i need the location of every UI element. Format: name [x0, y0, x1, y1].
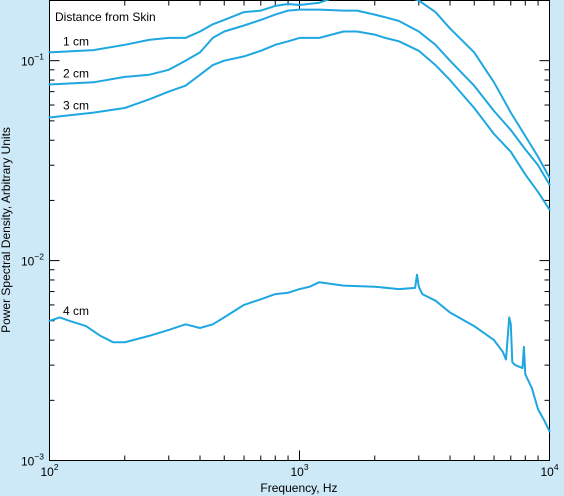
y-tick-label: 10−2 [21, 252, 44, 269]
axis-ticks: 102 103 104 10−3 10−2 10−1 [21, 0, 559, 479]
x-tick-label: 102 [40, 462, 58, 479]
series-label-4: 4 cm [63, 304, 89, 318]
series-label-3: 3 cm [63, 98, 89, 112]
y-tick-label: 10−1 [21, 52, 44, 69]
x-tick-label: 103 [290, 462, 308, 479]
series-label-2: 2 cm [63, 67, 89, 81]
series-labels: 1 cm 2 cm 3 cm 4 cm [63, 34, 89, 317]
legend-title: Distance from Skin [55, 10, 156, 24]
x-axis-title: Frequency, Hz [260, 481, 337, 495]
series-line-2 [48, 8, 551, 186]
y-axis-title: Power Spectral Density, Arbitrary Units [0, 127, 13, 333]
y-tick-label: 10−3 [21, 452, 44, 469]
plot-area [49, 0, 550, 461]
series-line-4 [48, 273, 551, 433]
x-tick-label: 104 [540, 462, 558, 479]
series-lines [48, 0, 551, 433]
series-label-1: 1 cm [63, 34, 89, 48]
series-line-1 [48, 0, 551, 179]
series-line-3 [48, 30, 551, 211]
